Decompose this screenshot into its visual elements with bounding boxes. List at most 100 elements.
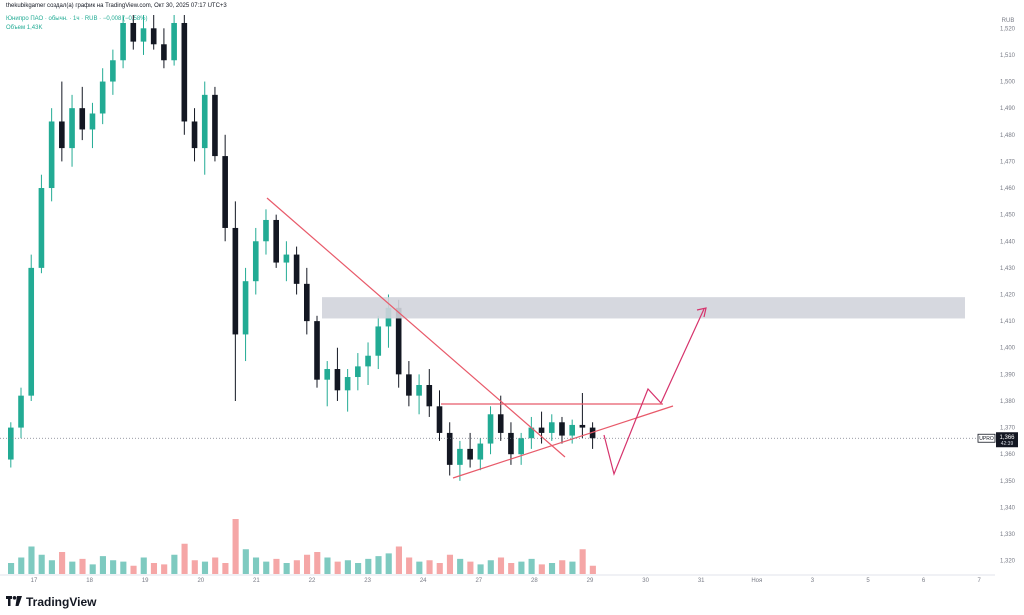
volume-bar <box>201 561 209 574</box>
volume-bar <box>416 561 423 574</box>
candle-body <box>232 227 239 335</box>
time-tick-label: 30 <box>642 578 649 584</box>
resistance-zone[interactable] <box>322 297 965 319</box>
chart-attribution: thekubikgamer создал(а) график на Tradin… <box>6 3 227 9</box>
time-tick-label: 24 <box>420 578 427 584</box>
candle-body <box>161 44 167 61</box>
candle-body <box>171 22 177 61</box>
price-tick-label: 1,470 <box>1000 159 1016 165</box>
time-axis[interactable]: 17181920212223242728293031Ноя35678 <box>0 574 1024 584</box>
descending-trendline[interactable] <box>266 197 566 458</box>
volume-bar <box>252 557 260 574</box>
volume-bar <box>344 560 351 574</box>
volume-bar <box>171 554 178 574</box>
candle-body <box>59 121 65 149</box>
ticker-badge[interactable] <box>977 433 996 443</box>
volume-bar <box>538 564 545 574</box>
candle-body <box>181 22 188 122</box>
volume-bar <box>334 561 341 574</box>
volume-label: Объем <box>6 25 26 31</box>
ascending-support-line[interactable] <box>452 405 674 479</box>
footer-brand: TradingView <box>6 595 96 609</box>
volume-bar <box>355 563 362 574</box>
ticker-label: UPRO <box>979 436 994 442</box>
volume-bar <box>89 564 96 574</box>
time-tick-label: 21 <box>253 578 260 584</box>
candle-body <box>110 60 116 82</box>
symbol-line[interactable]: Юнипро ПАО · обычн. · 1ч · RUB · −0,008 … <box>6 15 148 24</box>
candle-body <box>487 414 494 444</box>
volume-bar <box>426 560 433 574</box>
price-tick-label: 1,340 <box>1000 505 1016 511</box>
price-badge[interactable] <box>996 432 1018 448</box>
volume-bar <box>559 560 566 574</box>
time-tick-label: Ноя <box>751 578 762 584</box>
volume-bar <box>314 552 321 574</box>
candle-body <box>416 385 422 396</box>
volume-bar <box>273 558 280 574</box>
candle-body <box>79 108 86 130</box>
volume-bar <box>161 564 168 574</box>
price-tick-label: 1,450 <box>1000 213 1016 219</box>
candle-body <box>304 283 310 322</box>
volume-bar <box>48 560 55 574</box>
volume-bar <box>8 563 15 574</box>
volume-bar <box>263 561 270 574</box>
volume-line[interactable]: Объем 1,43K <box>6 24 148 33</box>
price-tick-label: 1,500 <box>1000 80 1016 86</box>
volume-bar <box>232 519 239 574</box>
time-tick-label: 3 <box>811 578 815 584</box>
volume-bar <box>528 558 535 574</box>
volume-bar <box>375 556 382 574</box>
brand-name: TradingView <box>26 595 97 609</box>
volume-bar <box>406 557 413 574</box>
candle-body <box>222 156 228 228</box>
candle-body <box>334 369 341 391</box>
tradingview-logo-icon <box>6 595 22 609</box>
candle-body <box>426 385 433 407</box>
price-tick-label: 1,390 <box>1000 372 1016 378</box>
price-tick-label: 1,480 <box>1000 133 1016 139</box>
drawing-layer <box>0 197 995 479</box>
bar-countdown-label: 42:39 <box>1001 441 1014 447</box>
candle-body <box>283 254 290 263</box>
candle-body <box>365 355 371 367</box>
time-tick-label: 22 <box>309 578 316 584</box>
forecast-path[interactable] <box>603 308 705 476</box>
volume-bar <box>324 557 331 574</box>
candle-body <box>191 121 198 149</box>
candle-body <box>130 22 137 42</box>
candle-body <box>48 121 55 189</box>
volume-bar <box>477 564 484 574</box>
price-tick-label: 1,320 <box>1000 559 1016 565</box>
price-axis[interactable]: RUB 1,520 1,510 1,500 1,490 1,480 1,470 1,460 1,… <box>977 18 1018 565</box>
current-price-label: 1,366 <box>999 435 1015 441</box>
candle-body <box>406 374 412 396</box>
volume-bar <box>130 565 137 574</box>
candle-body <box>28 267 35 396</box>
time-tick-label: 31 <box>698 578 705 584</box>
volume-bar <box>304 554 311 574</box>
candle-body <box>559 422 565 436</box>
time-tick-label: 6 <box>922 578 926 584</box>
price-tick-label: 1,490 <box>1000 106 1016 112</box>
price-tick-label: 1,360 <box>1000 452 1016 458</box>
volume-bar <box>518 561 525 574</box>
volume-bar <box>181 543 188 574</box>
candle-body <box>263 219 269 242</box>
candle-body <box>314 321 320 380</box>
candle-body <box>293 254 300 284</box>
candle-body <box>150 28 157 45</box>
currency-label: RUB <box>1002 18 1015 24</box>
candle-body <box>375 326 382 356</box>
volume-bar <box>110 560 117 574</box>
candle-body <box>548 422 555 433</box>
forecast-arrowhead <box>696 307 707 318</box>
price-tick-label: 1,380 <box>1000 399 1016 405</box>
candle-body <box>140 28 147 42</box>
volume-bar <box>548 563 556 574</box>
candle-body <box>99 81 106 114</box>
price-tick-label: 1,520 <box>1000 26 1016 32</box>
candle-body <box>457 448 463 465</box>
